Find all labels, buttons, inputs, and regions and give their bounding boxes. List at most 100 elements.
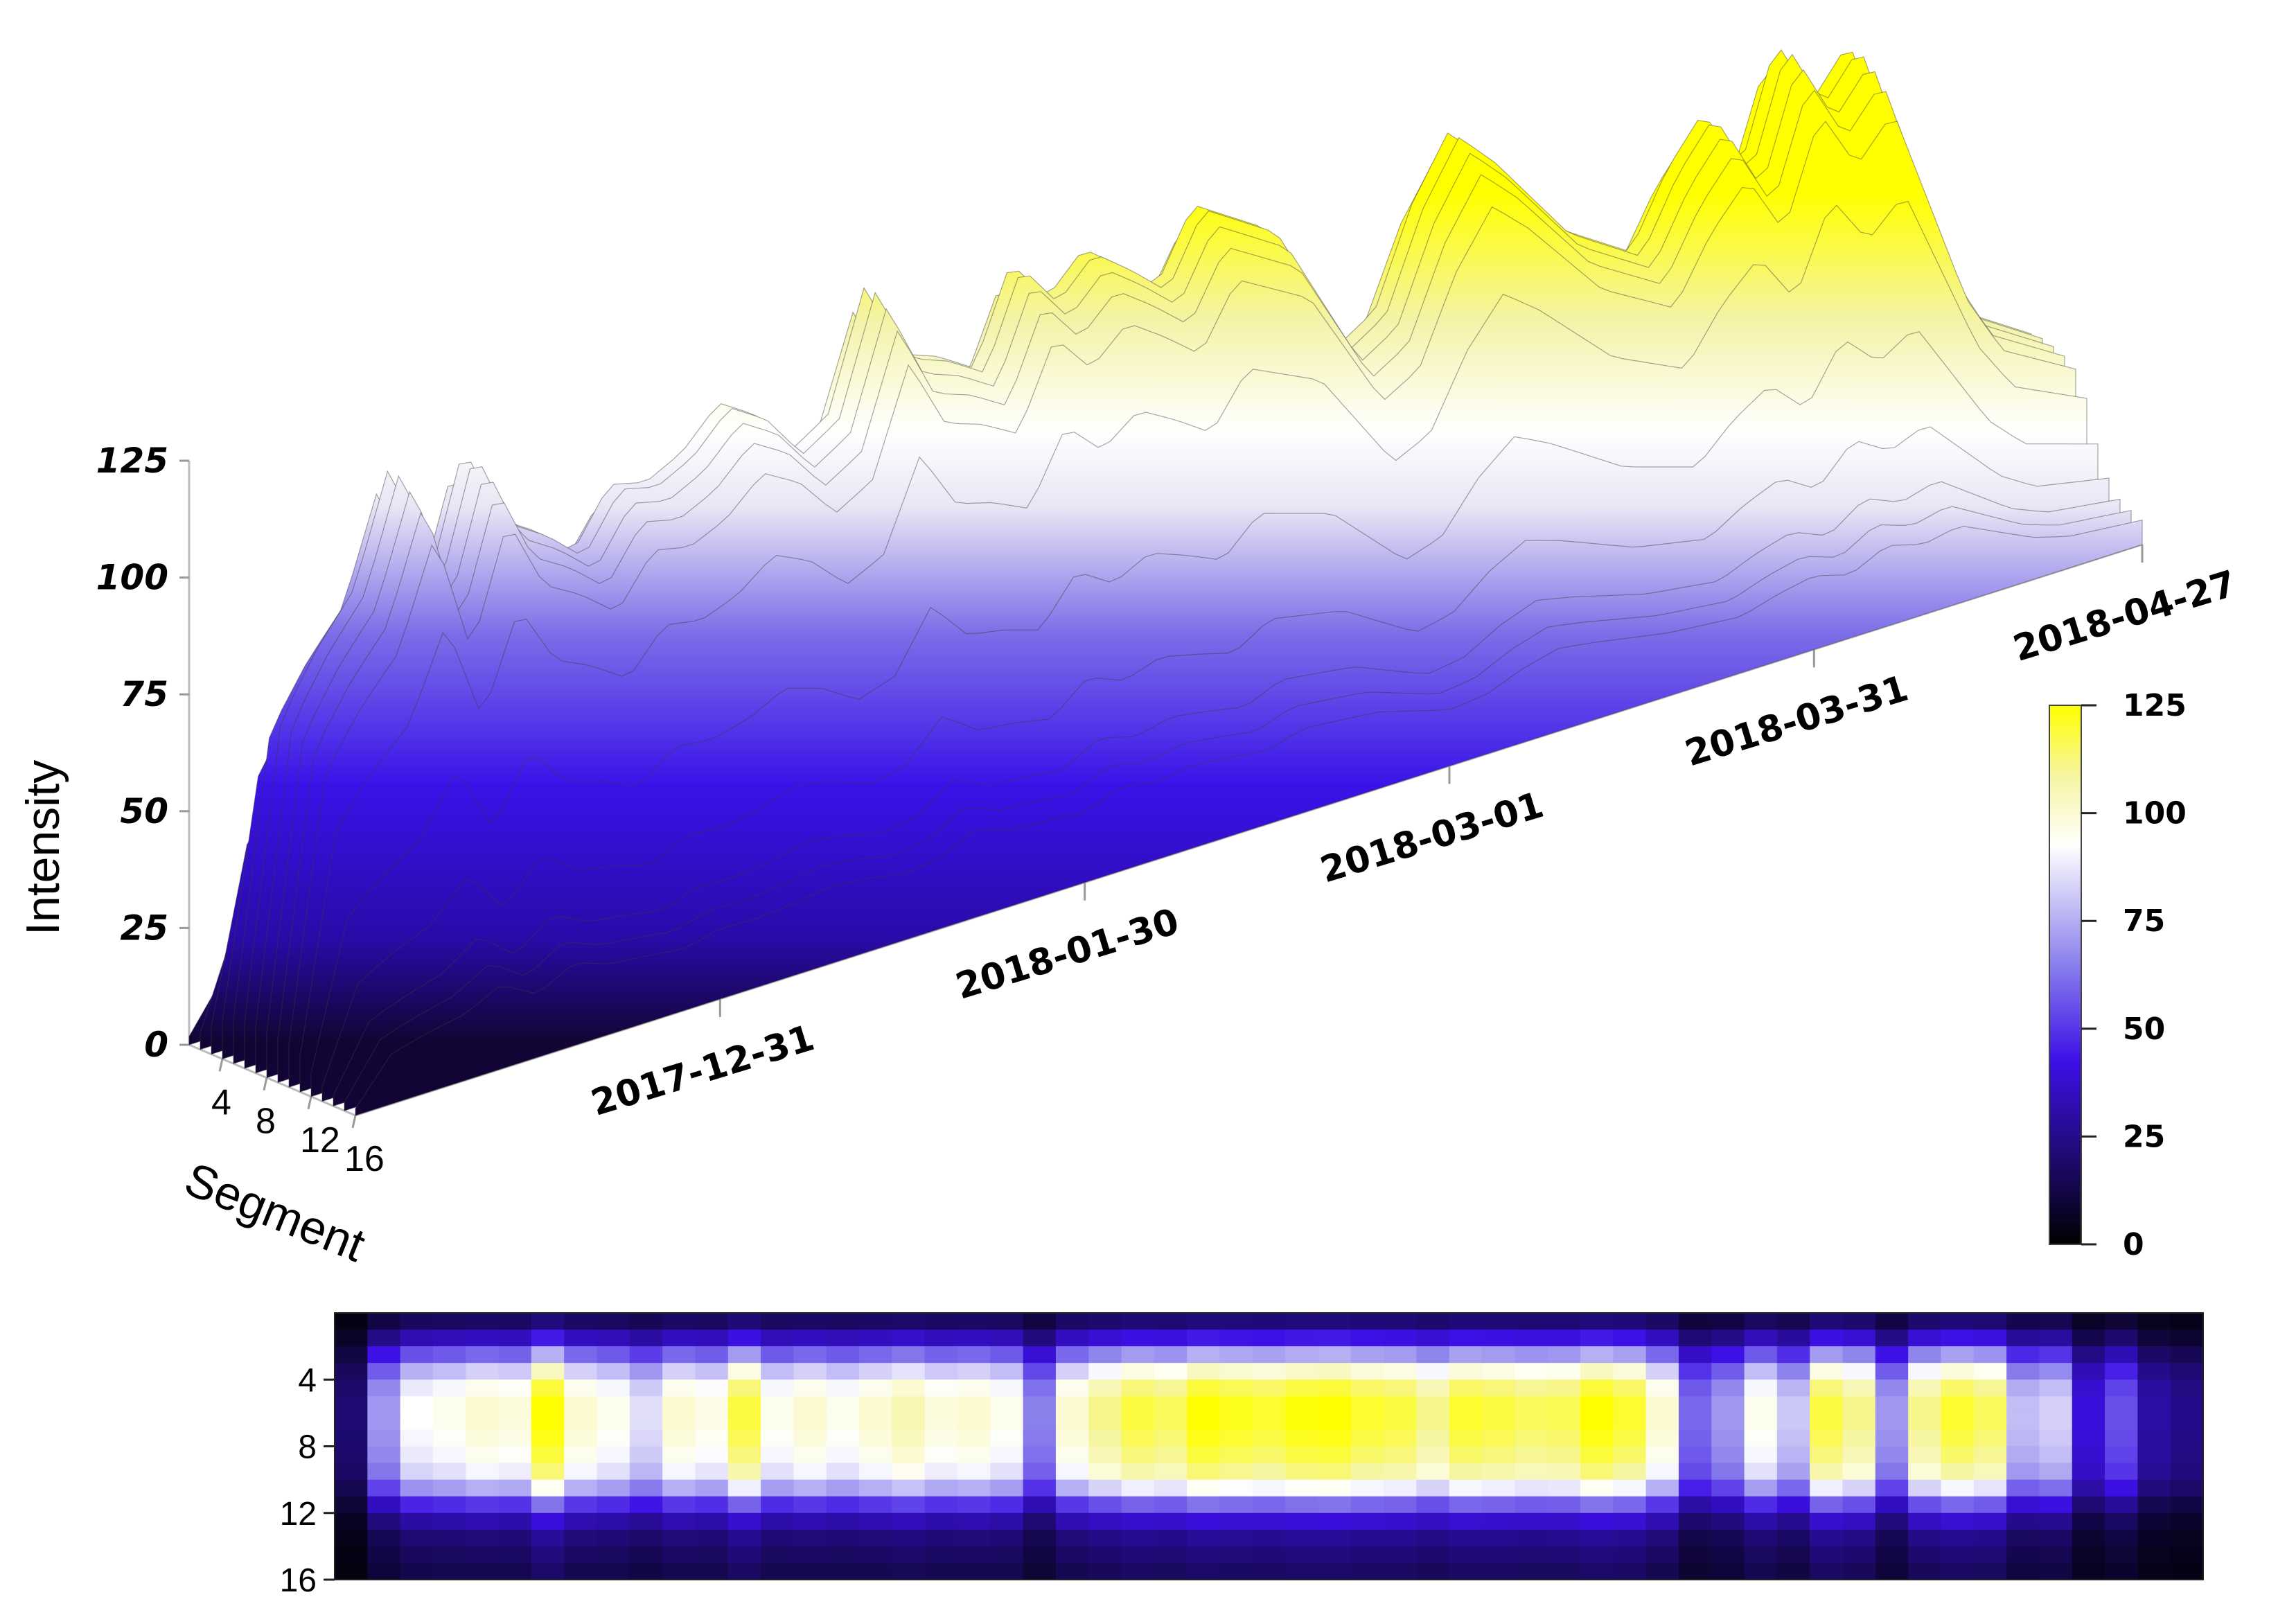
heatmap-cell: [1973, 1496, 2007, 1514]
heatmap-cell: [1842, 1463, 1876, 1481]
heatmap-cell: [924, 1496, 958, 1514]
heatmap-cell: [1219, 1429, 1253, 1447]
heatmap-cell: [2137, 1413, 2171, 1431]
heatmap-cell: [1285, 1546, 1319, 1564]
heatmap-cell: [859, 1562, 893, 1580]
heatmap-cell: [1154, 1429, 1188, 1447]
heatmap-cell: [1908, 1346, 1942, 1363]
heatmap-cell: [1219, 1546, 1253, 1564]
heatmap-cell: [1744, 1529, 1778, 1547]
heatmap-cell: [1941, 1496, 1975, 1514]
heatmap-cell: [1613, 1330, 1647, 1347]
heatmap-cell: [662, 1363, 696, 1381]
heatmap-cell: [1416, 1330, 1450, 1347]
heatmap-cell: [400, 1346, 434, 1363]
heatmap-cell: [1121, 1496, 1155, 1514]
heatmap-cell: [1416, 1479, 1450, 1497]
heatmap-cell: [1842, 1330, 1876, 1347]
heatmap-cell: [2170, 1396, 2204, 1414]
heatmap-cell: [1482, 1479, 1516, 1497]
heatmap-cell: [1810, 1463, 1844, 1481]
heatmap-y-ticks: 4 8 12 16: [280, 1362, 335, 1599]
heatmap-cell: [400, 1396, 434, 1414]
heatmap-cell: [1187, 1562, 1221, 1580]
heatmap-cell: [990, 1330, 1024, 1347]
heatmap-cell: [957, 1396, 991, 1414]
heatmap-cell: [1449, 1512, 1483, 1530]
heatmap-cell: [1645, 1346, 1679, 1363]
heatmap-cell: [1121, 1313, 1155, 1330]
heatmap-cell: [564, 1379, 598, 1397]
heatmap-cell: [1154, 1446, 1188, 1464]
heatmap-cell: [1842, 1496, 1876, 1514]
heatmap-cell: [629, 1429, 663, 1447]
heatmap-cell: [1908, 1379, 1942, 1397]
heatmap-cell: [1154, 1363, 1188, 1381]
heatmap-cell: [990, 1446, 1024, 1464]
heatmap-cell: [1744, 1396, 1778, 1414]
heatmap-cell: [793, 1546, 827, 1564]
heatmap-cell: [2006, 1396, 2040, 1414]
heatmap-cell: [2105, 1479, 2139, 1497]
heatmap-cell: [1547, 1379, 1581, 1397]
heatmap-cell: [335, 1313, 369, 1330]
heatmap-cell: [1219, 1562, 1253, 1580]
heatmap-cell: [629, 1363, 663, 1381]
heatmap-cell: [1121, 1330, 1155, 1347]
heatmap-cell: [1842, 1529, 1876, 1547]
heatmap-cell: [892, 1396, 926, 1414]
heatmap-cell: [826, 1496, 860, 1514]
heatmap-cell: [597, 1562, 630, 1580]
heatmap-cell: [1973, 1463, 2007, 1481]
heatmap-cell: [859, 1512, 893, 1530]
heatmap-cell: [1875, 1346, 1909, 1363]
heatmap-cell: [400, 1479, 434, 1497]
heatmap-cell: [2105, 1496, 2139, 1514]
heatmap-cell: [1744, 1330, 1778, 1347]
heatmap-cell: [761, 1496, 795, 1514]
heatmap-cell: [597, 1512, 630, 1530]
heatmap-cell: [2170, 1496, 2204, 1514]
heatmap-cell: [1515, 1413, 1548, 1431]
heatmap-cell: [1515, 1496, 1548, 1514]
heatmap-cell: [1416, 1496, 1450, 1514]
heatmap-cell: [2006, 1546, 2040, 1564]
heatmap-cell: [2039, 1496, 2073, 1514]
heatmap-cell: [1187, 1379, 1221, 1397]
heatmap-cell: [1350, 1479, 1384, 1497]
heatmap-cell: [1744, 1463, 1778, 1481]
heatmap-cell: [1547, 1346, 1581, 1363]
heatmap-cell: [2072, 1463, 2105, 1481]
heatmap-cell: [957, 1562, 991, 1580]
heatmap-cell: [335, 1363, 369, 1381]
heatmap-cell: [1973, 1346, 2007, 1363]
heatmap-cell: [1318, 1546, 1352, 1564]
heatmap-cell: [892, 1496, 926, 1514]
heatmap-cell: [531, 1330, 565, 1347]
heatmap-cell: [1776, 1379, 1811, 1397]
heatmap-cell: [1941, 1396, 1975, 1414]
heatmap-cell: [1154, 1330, 1188, 1347]
heatmap-cell: [1416, 1529, 1450, 1547]
heatmap-cell: [793, 1413, 827, 1431]
heatmap-cell: [2137, 1479, 2171, 1497]
heatmap-cell: [2072, 1313, 2105, 1330]
heatmap-cell: [629, 1446, 663, 1464]
heatmap-cell: [957, 1496, 991, 1514]
heatmap-cell: [1678, 1562, 1713, 1580]
heatmap-cell: [727, 1363, 761, 1381]
heatmap-cell: [564, 1363, 598, 1381]
heatmap-cell: [727, 1330, 761, 1347]
heatmap-cell: [1219, 1346, 1253, 1363]
heatmap-cell: [466, 1512, 500, 1530]
heatmap-cell: [597, 1479, 630, 1497]
heatmap-cell: [1744, 1429, 1778, 1447]
heatmap-cell: [564, 1463, 598, 1481]
colorbar: 0 25 50 75 100 125: [2049, 688, 2187, 1262]
heatmap-cell: [629, 1562, 663, 1580]
heatmap-cell: [1318, 1379, 1352, 1397]
heatmap-cell: [1580, 1396, 1614, 1414]
heatmap-cell: [432, 1496, 467, 1514]
heatmap-cell: [924, 1330, 958, 1347]
heatmap-cell: [1810, 1330, 1844, 1347]
